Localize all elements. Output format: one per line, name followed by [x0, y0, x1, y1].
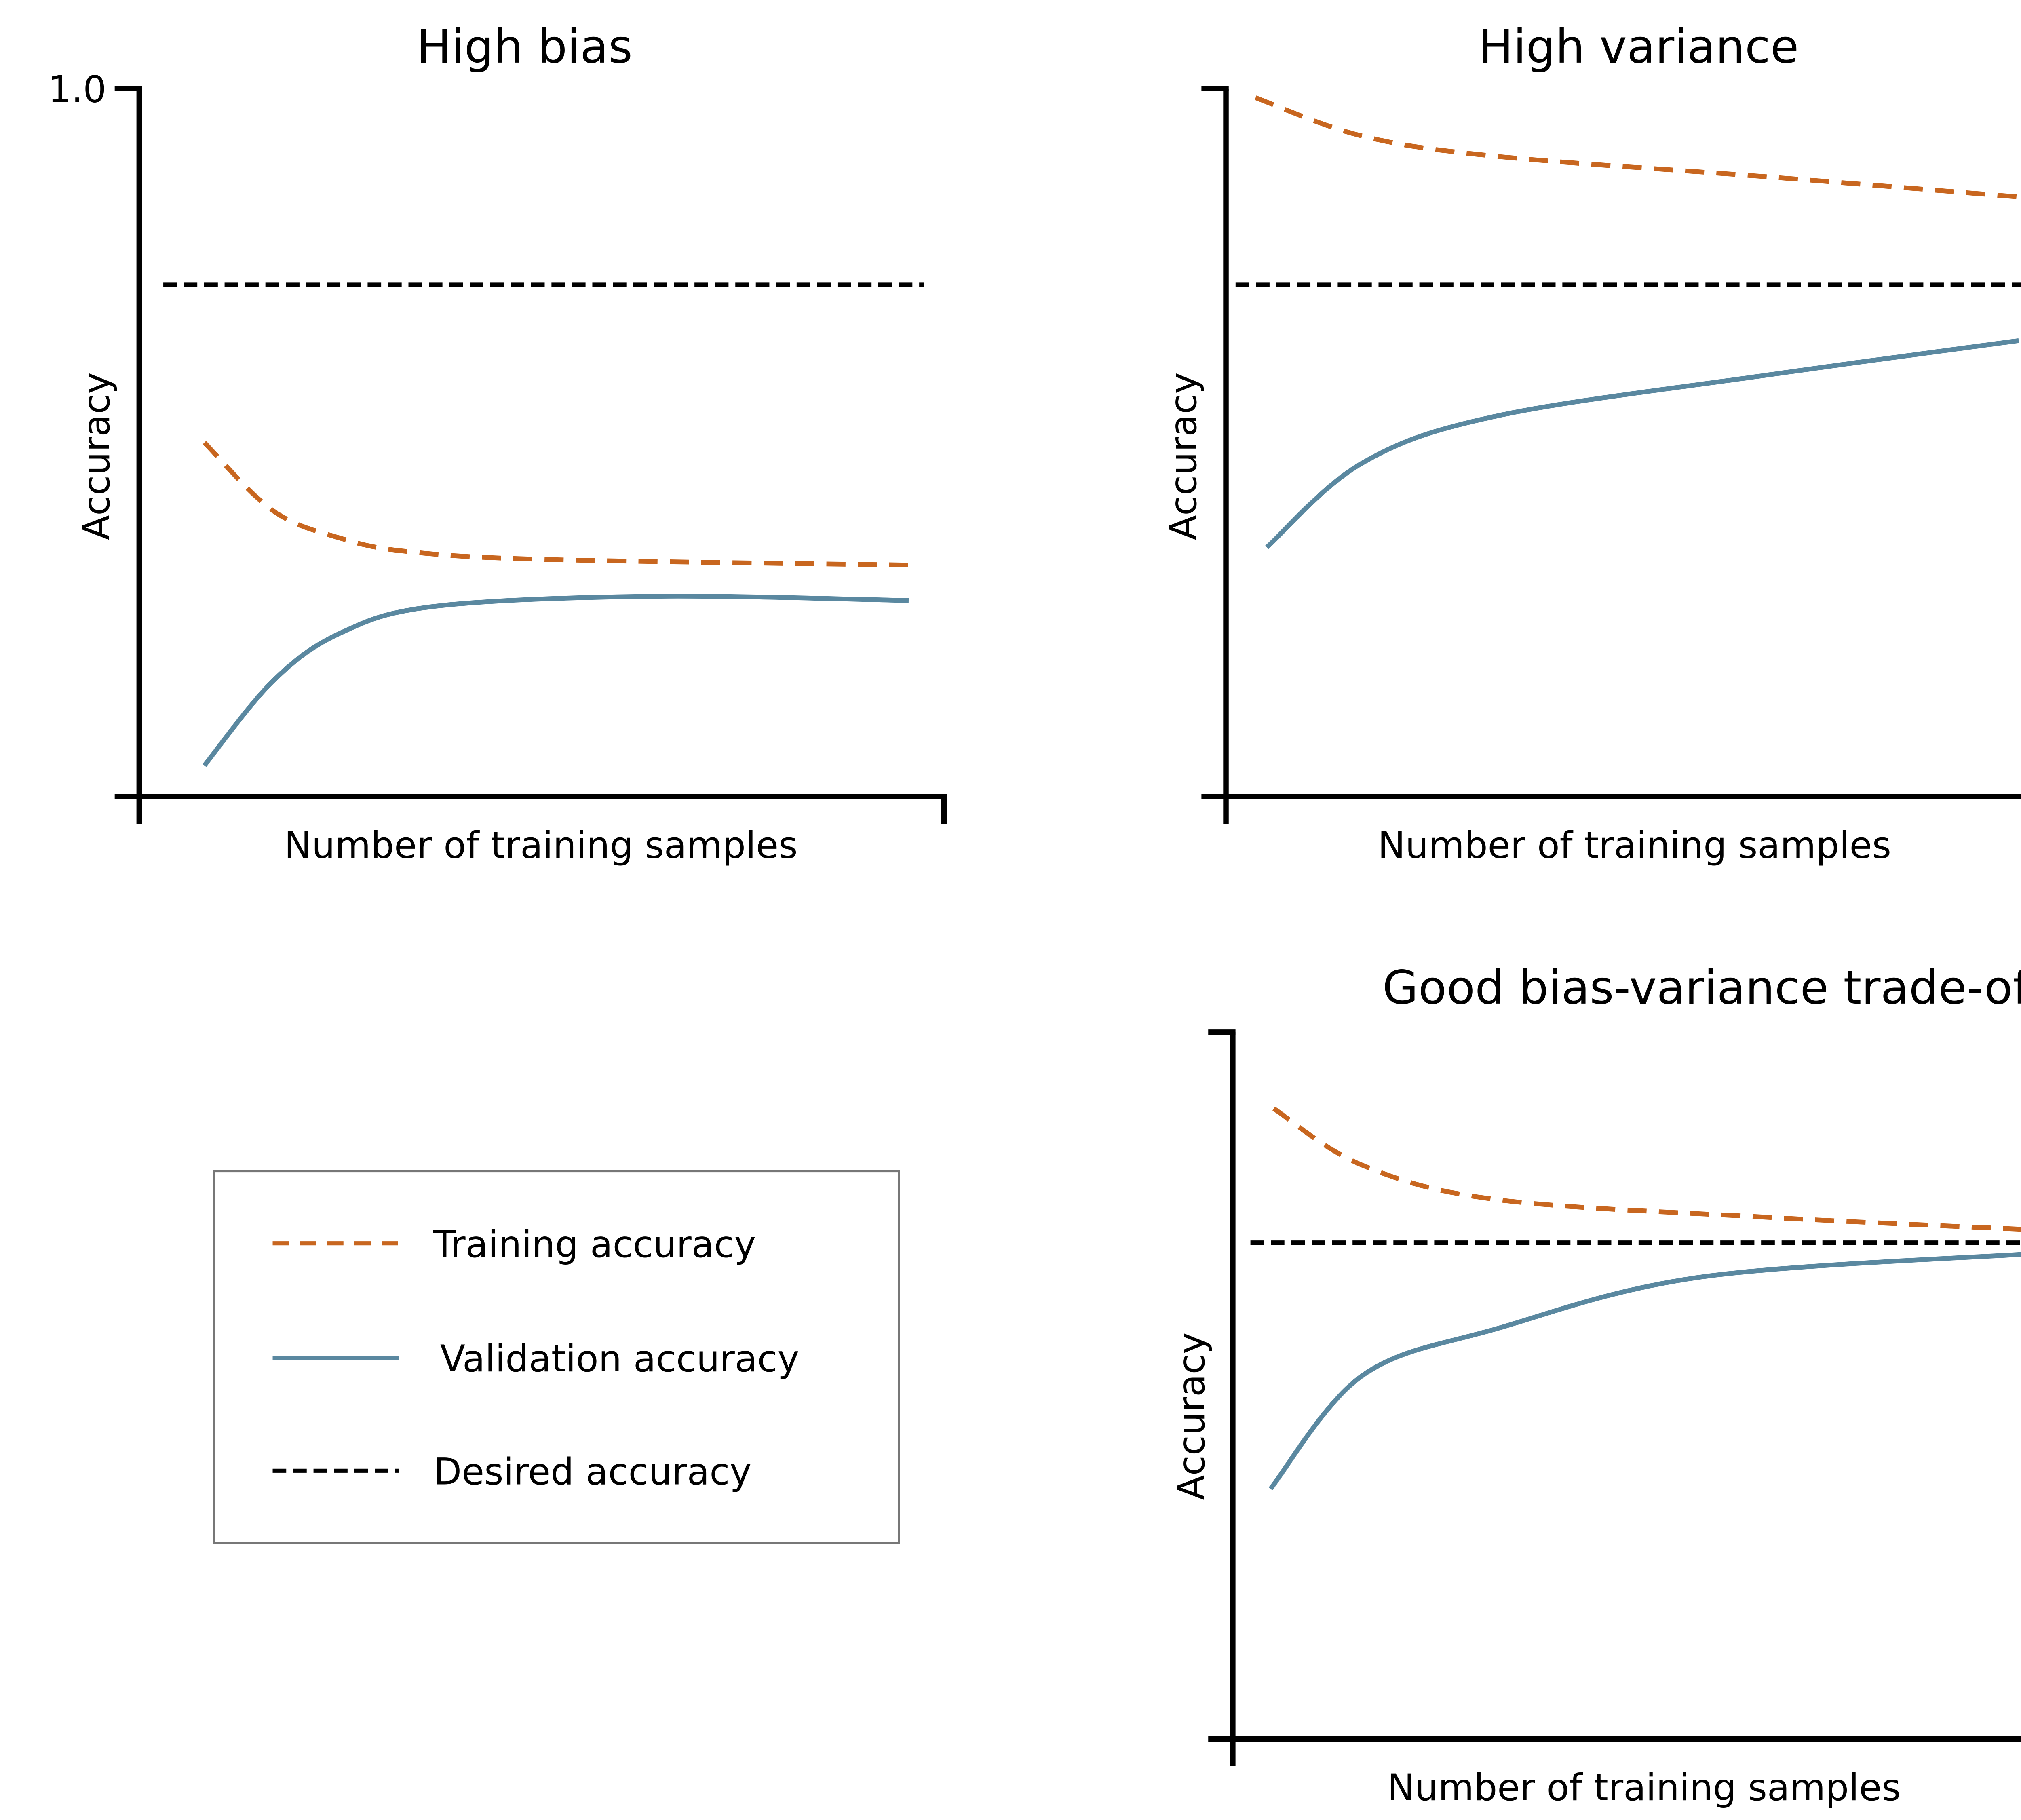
legend-label-validation: Validation accuracy	[440, 1338, 800, 1380]
legend: Training accuracy Validation accuracy De…	[213, 1170, 900, 1544]
legend-label-desired: Desired accuracy	[433, 1451, 751, 1493]
panel-title: High bias	[417, 20, 633, 74]
training-accuracy-line	[203, 441, 909, 568]
panel-high-bias: High bias 1.0 Number of training samples…	[48, 20, 947, 867]
panel-title: Good bias-variance trade-off	[1382, 961, 2021, 1015]
panel-title: High variance	[1479, 20, 1799, 74]
y-axis-label: Accuracy	[1171, 1332, 1213, 1500]
panel-high-variance: High variance Number of training samples…	[1162, 20, 2021, 867]
panel-good-tradeoff: Good bias-variance trade-off Number of t…	[1171, 961, 2021, 1809]
x-axis-label: Number of training samples	[1387, 1767, 1901, 1809]
training-accuracy-line	[1255, 95, 2021, 200]
training-accuracy-line	[1272, 1106, 2021, 1232]
validation-accuracy-line	[1268, 1252, 2021, 1491]
validation-accuracy-line	[1265, 338, 2019, 549]
y-axis-label: Accuracy	[1162, 372, 1205, 540]
x-axis-label: Number of training samples	[284, 825, 797, 867]
legend-label-training: Training accuracy	[433, 1223, 756, 1266]
validation-accuracy-line	[203, 594, 909, 767]
y-tick-label: 1.0	[48, 69, 107, 111]
x-axis-label: Number of training samples	[1378, 825, 1891, 867]
y-axis-label: Accuracy	[76, 372, 118, 540]
